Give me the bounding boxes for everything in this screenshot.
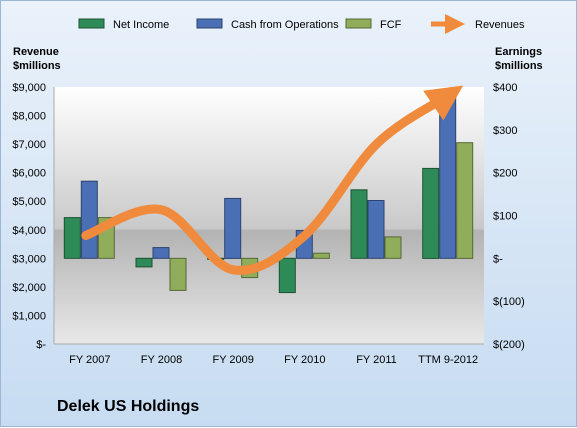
left-tick-label: $- <box>36 339 46 351</box>
left-tick-label: $9,000 <box>12 82 46 94</box>
left-axis-title-line2: $millions <box>13 60 61 72</box>
right-tick-label: $300 <box>493 125 517 137</box>
left-tick-label: $2,000 <box>12 282 46 294</box>
left-tick-label: $5,000 <box>12 196 46 208</box>
legend-label: FCF <box>380 19 402 31</box>
bar-series-1-point-1 <box>152 247 170 259</box>
right-tick-label: $400 <box>493 82 517 94</box>
right-tick-label: $100 <box>493 211 517 223</box>
bar-series-2-point-5 <box>456 142 474 259</box>
right-tick-label: $- <box>493 253 503 265</box>
legend-label: Revenues <box>475 19 525 31</box>
x-axis-ticks: FY 2007 FY 2008 FY 2009 FY 2010 FY 2011 TTM 9… <box>69 354 478 366</box>
left-axis-title-line1: Revenue <box>13 46 59 58</box>
bar-series-0-point-3 <box>278 257 296 294</box>
right-axis-ticks: $(200) $(100) $- $100 $200 $300 $400 <box>493 82 525 351</box>
legend-swatch <box>196 18 223 29</box>
legend-label: Cash from Operations <box>231 19 339 31</box>
left-tick-label: $4,000 <box>12 225 46 237</box>
x-tick-label: FY 2007 <box>69 354 110 366</box>
left-axis-ticks: $- $1,000 $2,000 $3,000 $4,000 $5,000 $6,000 $7… <box>12 82 46 351</box>
right-tick-label: $200 <box>493 168 517 180</box>
left-tick-label: $3,000 <box>12 253 46 265</box>
bar-series-0-point-4 <box>350 189 368 259</box>
bar-series-1-point-4 <box>367 200 385 259</box>
bar-series-2-point-1 <box>169 257 187 291</box>
bar-series-0-point-0 <box>63 217 81 259</box>
x-tick-label: FY 2010 <box>284 354 325 366</box>
legend-swatch <box>345 18 372 29</box>
right-axis-title-line1: Earnings <box>495 46 543 58</box>
bar-series-0-point-1 <box>135 257 153 268</box>
revenue-line-layer <box>81 85 464 275</box>
legend-swatch <box>78 18 105 29</box>
legend: Net Income Cash from Operations FCF Revenue… <box>78 14 525 34</box>
legend-label: Net Income <box>113 19 169 31</box>
bar-series-1-point-2 <box>224 197 242 259</box>
bar-series-0-point-5 <box>422 167 440 259</box>
bar-series-2-point-4 <box>384 236 402 259</box>
left-tick-label: $1,000 <box>12 310 46 322</box>
right-axis-title-line2: $millions <box>495 60 543 72</box>
bar-series-2-point-3 <box>312 252 330 259</box>
revenue-line <box>81 85 464 275</box>
x-tick-label: FY 2011 <box>356 354 397 366</box>
left-tick-label: $6,000 <box>12 168 46 180</box>
x-tick-label: TTM 9-2012 <box>418 354 478 366</box>
left-tick-label: $7,000 <box>12 139 46 151</box>
left-tick-label: $8,000 <box>12 111 46 123</box>
right-axis-title: Earnings $millions <box>495 45 543 73</box>
bar-series-1-point-5 <box>439 97 457 259</box>
right-tick-label: $(100) <box>493 296 525 308</box>
x-tick-label: FY 2009 <box>213 354 254 366</box>
left-axis-title: Revenue $millions <box>13 45 61 73</box>
chart-title: Delek US Holdings <box>57 398 200 415</box>
bar-series-1-point-0 <box>80 180 98 259</box>
x-tick-label: FY 2008 <box>141 354 182 366</box>
right-tick-label: $(200) <box>493 339 525 351</box>
